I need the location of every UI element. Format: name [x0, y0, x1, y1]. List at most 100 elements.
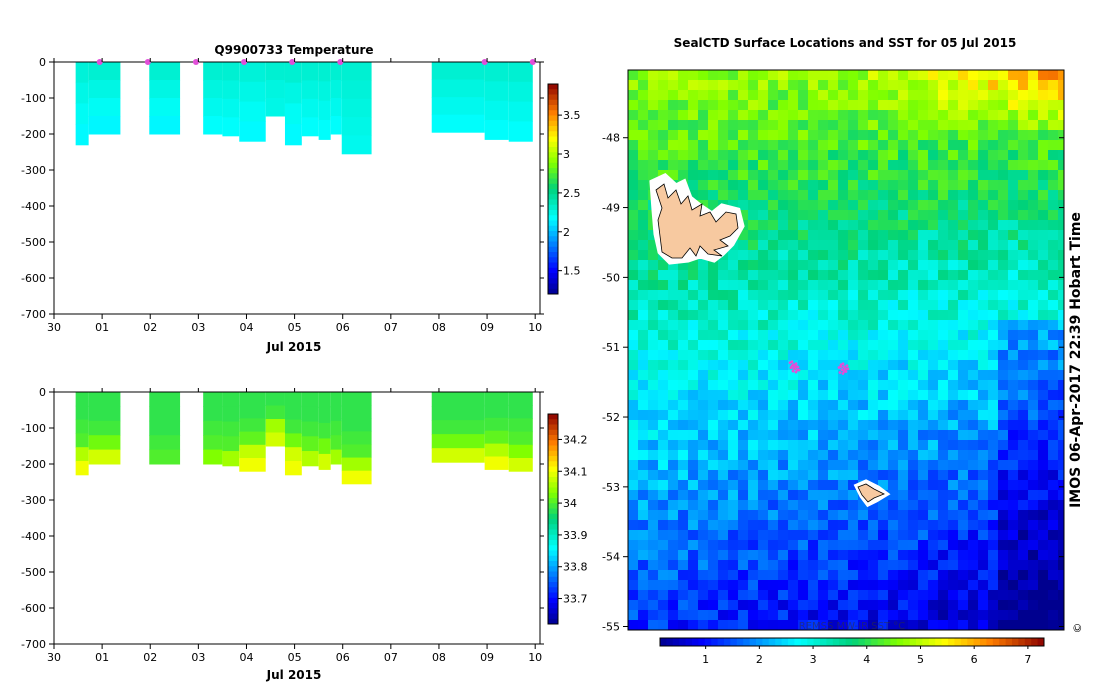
sst-cell: [758, 240, 769, 251]
sst-cell: [668, 330, 679, 341]
sst-cell: [638, 240, 649, 251]
sst-cell: [858, 160, 869, 171]
sst-cell: [738, 500, 749, 511]
sst-cell: [688, 150, 699, 161]
sst-cell: [1028, 620, 1039, 631]
sst-cell: [868, 400, 879, 411]
sst-cell: [1008, 220, 1019, 231]
sst-cell: [858, 260, 869, 271]
sst-colorbar-swatch: [730, 638, 738, 646]
sst-cell: [828, 340, 839, 351]
y-tick-label: -600: [21, 272, 46, 285]
sst-cell: [888, 70, 899, 81]
sst-cell: [818, 230, 829, 241]
sst-cell: [1038, 220, 1049, 231]
sst-cell: [658, 110, 669, 121]
sst-cell: [1038, 320, 1049, 331]
sst-cell: [688, 490, 699, 501]
sst-cell: [878, 360, 889, 371]
sst-cell: [758, 510, 769, 521]
sst-cell: [818, 310, 829, 321]
sst-cell: [1038, 340, 1049, 351]
sst-cell: [668, 80, 679, 91]
sst-cell: [748, 170, 759, 181]
colorbar-swatch: [548, 540, 558, 546]
sst-cell: [818, 100, 829, 111]
sst-cell: [908, 540, 919, 551]
sst-cell: [988, 120, 999, 131]
sst-cell: [638, 230, 649, 241]
sst-cell: [788, 330, 799, 341]
colorbar-swatch: [548, 267, 558, 274]
sst-cell: [808, 440, 819, 451]
sst-cell: [1048, 90, 1059, 101]
sst-cell: [918, 360, 929, 371]
sst-cell: [898, 270, 909, 281]
sst-cell: [888, 250, 899, 261]
sst-cell: [898, 140, 909, 151]
sst-cell: [788, 340, 799, 351]
sst-cell: [728, 100, 739, 111]
sst-cell: [928, 230, 939, 241]
sst-cell: [818, 580, 829, 591]
profile-cell: [239, 101, 266, 122]
sst-cell: [948, 400, 959, 411]
sst-cell: [868, 430, 879, 441]
sst-cell: [1058, 450, 1065, 461]
colorbar-swatch: [548, 503, 558, 509]
sst-cell: [858, 550, 869, 561]
sst-cell: [918, 280, 929, 291]
profile-cell: [341, 431, 372, 445]
sst-cell: [968, 530, 979, 541]
sst-cell: [908, 470, 919, 481]
sst-colorbar-swatch: [768, 638, 776, 646]
sst-cell: [998, 80, 1009, 91]
sst-cell: [778, 200, 789, 211]
sst-cell: [798, 170, 809, 181]
sst-cell: [818, 370, 829, 381]
sst-cell: [1018, 450, 1029, 461]
sst-colorbar-swatch: [826, 638, 834, 646]
sst-cell: [918, 250, 929, 261]
profile-cell: [75, 103, 89, 125]
sst-cell: [738, 620, 749, 631]
sst-cell: [798, 580, 809, 591]
colorbar-swatch: [548, 587, 558, 593]
sst-cell: [828, 500, 839, 511]
sst-cell: [838, 200, 849, 211]
sst-cell: [718, 470, 729, 481]
profile-cell: [330, 449, 342, 465]
sst-cell: [838, 170, 849, 181]
sst-cell: [668, 310, 679, 321]
sst-cell: [628, 600, 639, 611]
sst-cell: [698, 280, 709, 291]
sst-cell: [728, 80, 739, 91]
sst-cell: [858, 300, 869, 311]
sst-cell: [798, 440, 809, 451]
sst-cell: [628, 480, 639, 491]
sst-cell: [848, 270, 859, 281]
sst-cell: [708, 470, 719, 481]
sst-cell: [638, 480, 649, 491]
sst-cell: [688, 400, 699, 411]
sst-cell: [688, 550, 699, 561]
sst-cell: [958, 70, 969, 81]
sst-cell: [928, 110, 939, 121]
sst-cell: [958, 520, 969, 531]
sst-cell: [958, 90, 969, 101]
sst-cell: [798, 530, 809, 541]
sst-cell: [1058, 510, 1065, 521]
sst-cell: [818, 240, 829, 251]
sst-cell: [758, 480, 769, 491]
profile-cell: [431, 392, 485, 407]
sst-cell: [1028, 250, 1039, 261]
sst-cell: [1058, 590, 1065, 601]
sst-cell: [888, 320, 899, 331]
sst-cell: [808, 240, 819, 251]
sst-cell: [1018, 350, 1029, 361]
sst-cell: [878, 340, 889, 351]
sst-cell: [728, 380, 739, 391]
sst-cell: [708, 490, 719, 501]
sst-cell: [878, 390, 889, 401]
profile-cell: [330, 435, 342, 451]
